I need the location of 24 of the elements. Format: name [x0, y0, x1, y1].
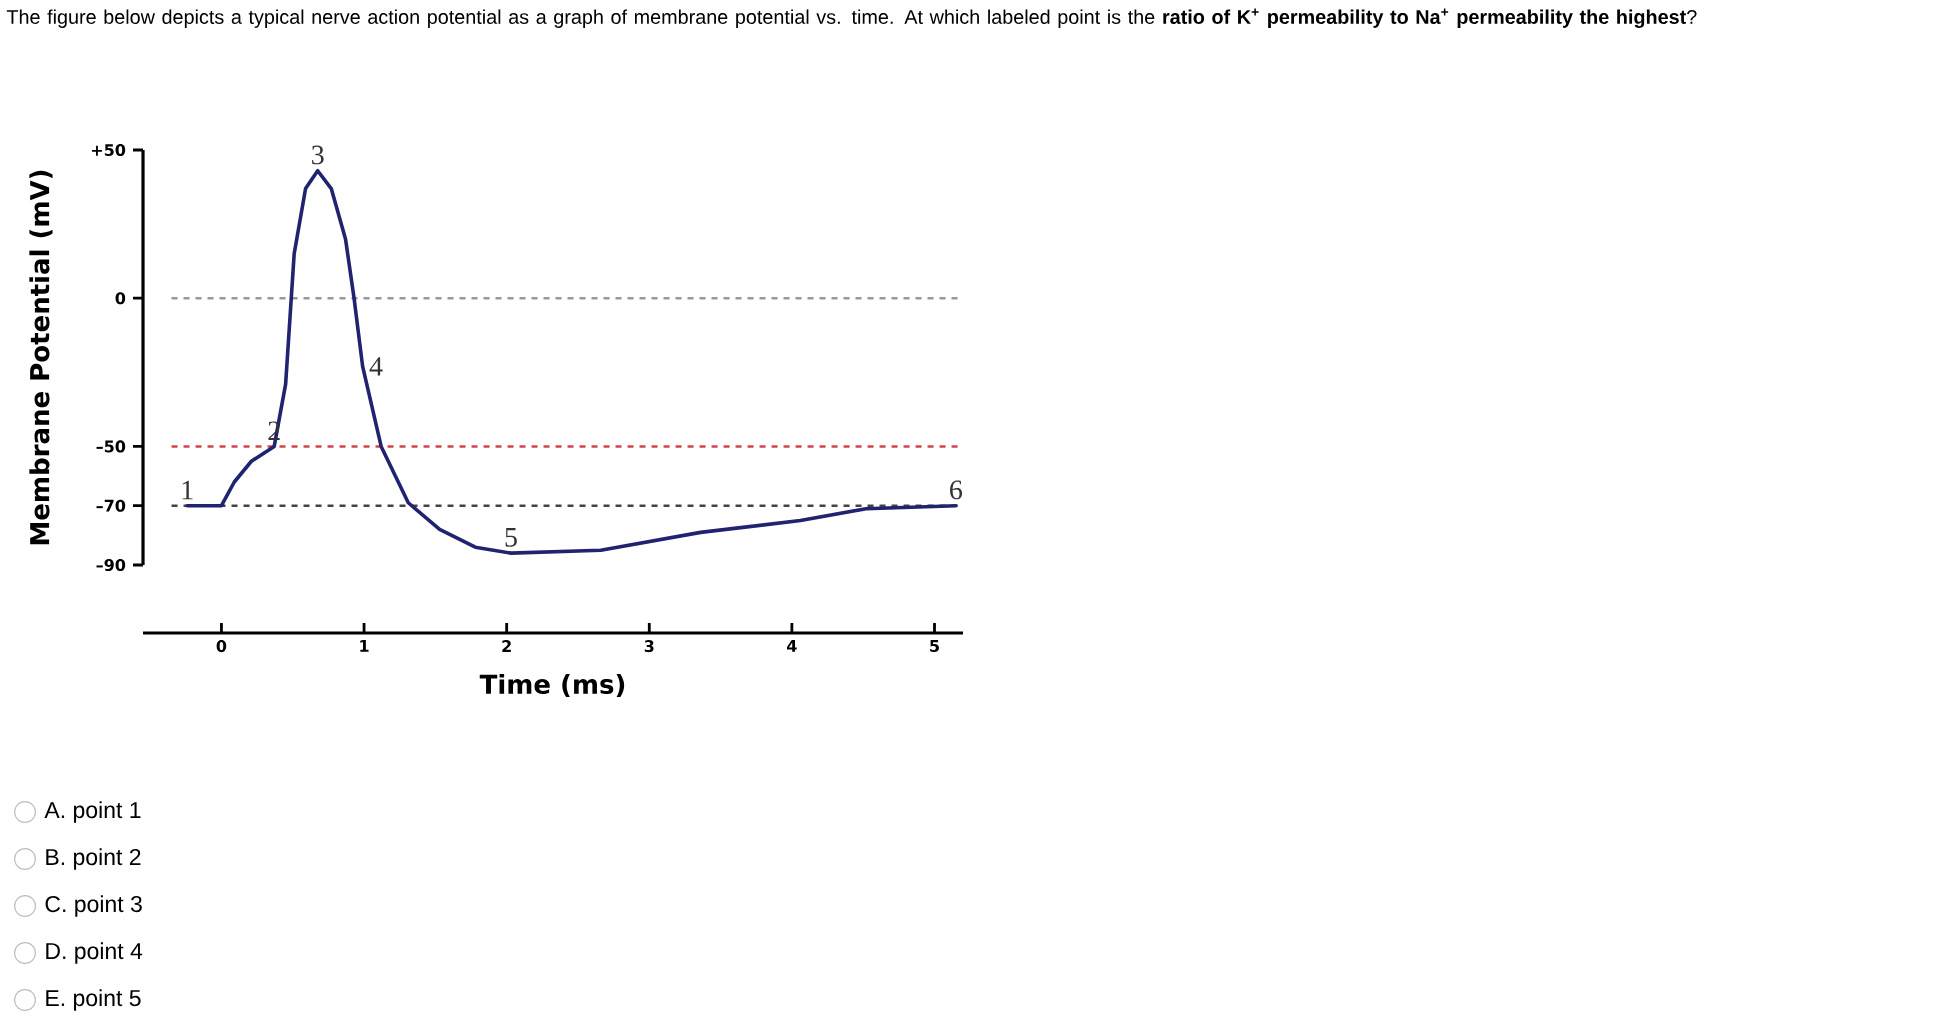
chart-title: The figure below depicts a typical nerve action potential as a graph of membrane potential vs. time. At which labeled point is the ratio of K$^{+}$ permeability to Na$^{+}$ permeability the highest? — [6, 8, 1697, 28]
text: E. point 5 — [46, 989, 141, 1011]
annotation: 5 — [505, 528, 517, 547]
x-tick-label: 0 — [216, 640, 227, 653]
x-tick-label: 2 — [502, 640, 511, 652]
text: B. point 2 — [46, 848, 141, 870]
x-axis-title: Time (ms) — [479, 673, 625, 698]
y-tick-label: +50 — [91, 143, 126, 157]
x-tick-label: 1 — [360, 640, 369, 652]
y-tick-label: –50 — [96, 440, 126, 453]
x-tick-label: 3 — [644, 640, 654, 653]
text: C. point 3 — [45, 895, 142, 917]
annotation: 4 — [369, 357, 383, 376]
text: A. point 1 — [44, 801, 141, 823]
y-tick-label: –90 — [96, 558, 126, 572]
x-tick-label: 4 — [787, 640, 797, 652]
annotation: 1 — [182, 480, 193, 500]
x-tick-label: 5 — [930, 640, 939, 652]
text: D. point 4 — [46, 942, 143, 964]
annotation: 6 — [950, 480, 963, 500]
annotation: 3 — [312, 145, 324, 165]
y-axis-title: Membrane Potential (mV) — [29, 170, 53, 545]
y-tick-label: –70 — [96, 499, 126, 512]
y-tick-label: 0 — [115, 292, 126, 305]
